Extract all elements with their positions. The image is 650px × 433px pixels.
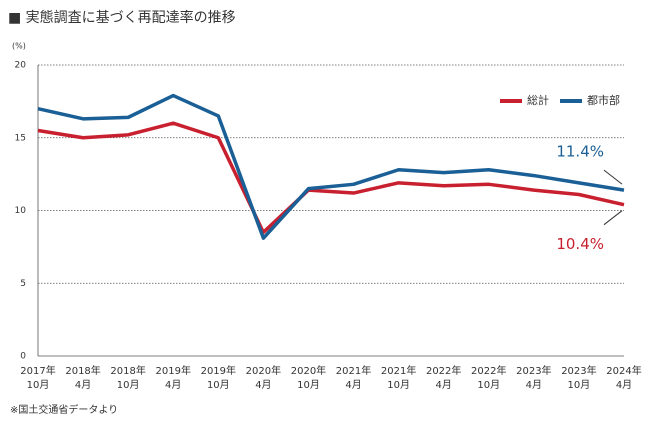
- x-tick-label: 2021年: [336, 364, 371, 377]
- x-tick-label: 4月: [165, 379, 181, 391]
- y-tick-label: 15: [15, 133, 26, 143]
- x-tick-label: 10月: [117, 379, 140, 391]
- y-unit: (%): [12, 42, 26, 51]
- x-tick-label: 4月: [616, 379, 632, 391]
- series-line: [37, 121, 625, 235]
- x-tick-label: 2019年: [156, 364, 191, 377]
- x-tick-label: 10月: [297, 379, 320, 391]
- y-tick-label: 5: [20, 279, 26, 289]
- chart-title: ■ 実態調査に基づく再配達率の推移: [8, 9, 236, 26]
- x-tick-label: 10月: [568, 379, 591, 391]
- y-tick-label: 10: [15, 206, 27, 216]
- legend-label: 都市部: [587, 93, 620, 107]
- x-tick-label: 2020年: [291, 364, 326, 377]
- label-leader: [603, 169, 623, 185]
- legend-label: 総計: [527, 93, 549, 107]
- x-tick-label: 10月: [477, 379, 500, 391]
- x-tick-label: 4月: [75, 379, 91, 391]
- x-tick-label: 4月: [526, 379, 542, 391]
- series-line: [37, 93, 625, 240]
- x-tick-label: 2020年: [246, 364, 281, 377]
- source-note: ※国土交通省データより: [10, 403, 118, 416]
- x-tick-label: 2022年: [471, 364, 506, 377]
- x-tick-label: 2024年: [606, 364, 641, 377]
- x-tick-label: 2018年: [65, 364, 100, 377]
- x-tick-label: 2023年: [516, 364, 551, 377]
- x-tick-label: 2021年: [381, 364, 416, 377]
- x-tick-label: 4月: [436, 379, 452, 391]
- x-tick-label: 2019年: [201, 364, 236, 377]
- label-leader: [603, 210, 623, 226]
- x-tick-label: 4月: [345, 379, 361, 391]
- x-tick-label: 2017年: [20, 364, 55, 377]
- y-tick-label: 0: [20, 352, 26, 362]
- x-tick-label: 4月: [255, 379, 271, 391]
- value-label: 11.4%: [556, 143, 604, 161]
- value-label: 10.4%: [556, 235, 604, 253]
- y-tick-label: 20: [15, 61, 27, 71]
- x-tick-label: 10月: [207, 379, 230, 391]
- x-tick-label: 10月: [387, 379, 410, 391]
- x-tick-label: 2023年: [561, 364, 596, 377]
- x-tick-label: 2022年: [426, 364, 461, 377]
- x-tick-label: 2018年: [110, 364, 145, 377]
- x-tick-label: 10月: [27, 379, 50, 391]
